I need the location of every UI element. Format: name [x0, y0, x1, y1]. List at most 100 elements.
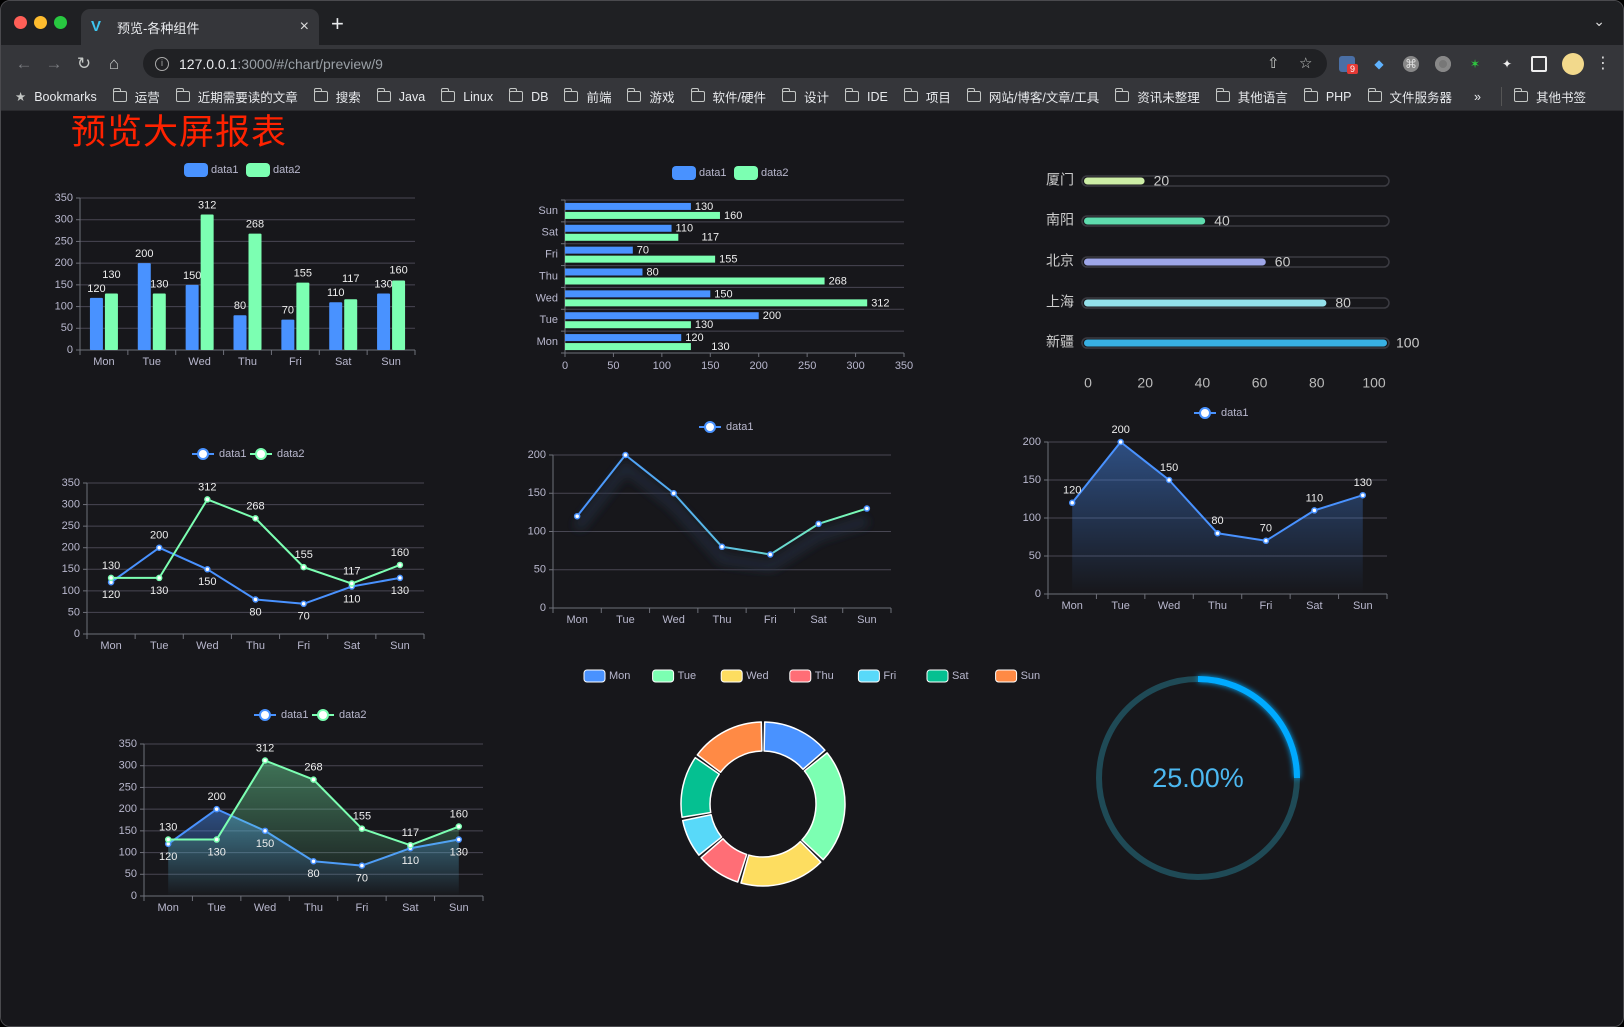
star-extension-icon[interactable]: ✶: [1469, 57, 1481, 71]
address-bar[interactable]: i 127.0.0.1:3000/#/chart/preview/9 ⇧ ☆: [143, 49, 1327, 78]
point-data2-Thu[interactable]: [252, 515, 259, 522]
bookmark-folder[interactable]: IDE: [845, 87, 888, 106]
point-data1-Sun[interactable]: [863, 505, 871, 512]
bar-data1-Sat[interactable]: [329, 302, 343, 350]
command-extension-icon[interactable]: ⌘: [1403, 56, 1419, 72]
legend-item-Sat[interactable]: Sat: [926, 669, 969, 683]
bar-data1-Wed[interactable]: [185, 284, 199, 350]
maximize-window-button[interactable]: [54, 16, 67, 29]
bar-data2-Wed[interactable]: [565, 299, 868, 307]
donut-slice-Tue[interactable]: [801, 752, 846, 861]
bookmark-folder[interactable]: 网站/博客/文章/工具: [966, 87, 1099, 106]
point-data1-Tue[interactable]: [213, 805, 220, 813]
legend-item-data2[interactable]: data2: [312, 709, 367, 721]
legend-item-Thu[interactable]: Thu: [789, 669, 834, 683]
avatar[interactable]: [1562, 53, 1584, 75]
point-data2-Tue[interactable]: [155, 574, 163, 582]
bar-data1-Mon[interactable]: [565, 334, 682, 342]
bar-data2-Fri[interactable]: [296, 282, 310, 350]
forward-icon[interactable]: →: [45, 54, 63, 73]
point-data1-Fri[interactable]: [1262, 537, 1270, 545]
legend-item-data1[interactable]: data1: [672, 166, 727, 180]
point-data2-Sat[interactable]: [348, 580, 356, 587]
bar-data1-Thu[interactable]: [565, 268, 643, 276]
point-data1-Sun[interactable]: [1359, 491, 1367, 499]
legend-item-Fri[interactable]: Fri: [857, 669, 896, 683]
point-data2-Thu[interactable]: [310, 776, 317, 783]
point-data1-Sun[interactable]: [396, 574, 404, 582]
point-data1-Thu[interactable]: [310, 858, 317, 865]
point-data1-Wed[interactable]: [670, 490, 677, 497]
bar-data1-Fri[interactable]: [565, 246, 633, 254]
legend-item-Wed[interactable]: Wed: [720, 669, 769, 683]
point-data1-Wed[interactable]: [1165, 476, 1173, 484]
bar-data2-Sat[interactable]: [344, 299, 358, 350]
bar-data2-Thu[interactable]: [248, 233, 262, 350]
tab-search-chevron-icon[interactable]: ⌄: [1593, 13, 1605, 29]
point-data1-Fri[interactable]: [358, 862, 366, 869]
legend-item-Tue[interactable]: Tue: [652, 669, 697, 683]
legend-item-data1[interactable]: data1: [254, 709, 309, 721]
bar-data2-Wed[interactable]: [200, 214, 214, 350]
point-data2-Fri[interactable]: [300, 563, 307, 571]
bar-data2-Sat[interactable]: [565, 233, 679, 241]
close-window-button[interactable]: [14, 16, 27, 29]
site-info-icon[interactable]: i: [155, 56, 169, 71]
point-data1-Tue[interactable]: [1117, 438, 1124, 446]
share-icon[interactable]: ⇧: [1267, 55, 1280, 72]
legend-item-data1[interactable]: data1: [192, 448, 247, 460]
bar-data1-Tue[interactable]: [137, 263, 151, 350]
bookmark-folder[interactable]: 搜索: [313, 87, 361, 106]
bookmark-star-icon[interactable]: ☆: [1299, 55, 1313, 72]
bar-data1-Thu[interactable]: [233, 315, 247, 350]
bar-data2-Mon[interactable]: [104, 293, 118, 350]
menu-kebab-icon[interactable]: ⋮: [1595, 55, 1611, 72]
progress-bar-南阳[interactable]: [1084, 217, 1206, 225]
bar-data1-Wed[interactable]: [565, 290, 711, 298]
donut-slice-Fri[interactable]: [681, 813, 723, 856]
bar-data2-Sun[interactable]: [565, 211, 720, 219]
point-data1-Sat[interactable]: [1311, 507, 1318, 514]
point-data1-Fri[interactable]: [767, 551, 774, 558]
bookmark-folder[interactable]: 软件/硬件: [690, 87, 766, 106]
other-bookmarks[interactable]: 其他书签: [1500, 87, 1586, 106]
point-data2-Sat[interactable]: [407, 841, 414, 849]
bar-data1-Sat[interactable]: [565, 224, 672, 232]
bar-data2-Tue[interactable]: [565, 321, 691, 329]
side-panel-icon[interactable]: [1531, 56, 1547, 72]
minimize-window-button[interactable]: [34, 16, 47, 29]
bookmark-folder[interactable]: Linux: [441, 87, 493, 106]
progress-bar-上海[interactable]: [1084, 299, 1327, 307]
bookmark-folder[interactable]: 其他语言: [1215, 87, 1288, 106]
bookmark-folder[interactable]: 游戏: [627, 87, 675, 106]
back-icon[interactable]: ←: [15, 54, 33, 73]
puzzle-icon[interactable]: ✦: [1501, 57, 1513, 71]
point-data2-Wed[interactable]: [204, 496, 211, 503]
point-data1-Tue[interactable]: [622, 451, 629, 459]
bookmark-folder[interactable]: 资讯未整理: [1115, 87, 1200, 106]
bar-data2-Mon[interactable]: [565, 343, 691, 351]
point-data2-Sun[interactable]: [455, 823, 463, 830]
point-data1-Mon[interactable]: [1068, 499, 1076, 507]
point-data2-Sun[interactable]: [396, 561, 404, 569]
point-data2-Mon[interactable]: [164, 836, 172, 843]
legend-item-data1[interactable]: data1: [184, 163, 239, 177]
bookmark-folder[interactable]: 项目: [903, 87, 951, 106]
bar-data1-Tue[interactable]: [565, 312, 759, 320]
reload-icon[interactable]: ↻: [76, 54, 92, 73]
new-tab-button[interactable]: +: [331, 11, 344, 36]
donut-slice-Thu[interactable]: [700, 837, 748, 883]
bookmark-folder[interactable]: PHP: [1303, 87, 1352, 106]
home-icon[interactable]: ⌂: [108, 54, 120, 73]
point-data1-Wed[interactable]: [261, 827, 269, 835]
bar-data1-Sun[interactable]: [565, 202, 691, 210]
legend-item-data2[interactable]: data2: [250, 448, 305, 460]
bar-data2-Tue[interactable]: [152, 293, 166, 350]
circle-extension-icon[interactable]: [1435, 56, 1451, 72]
bar-data2-Fri[interactable]: [565, 255, 716, 263]
bookmark-folder[interactable]: 文件服务器: [1367, 87, 1452, 106]
progress-bar-北京[interactable]: [1084, 258, 1266, 266]
progress-bar-厦门[interactable]: [1084, 177, 1145, 185]
legend-item-data1[interactable]: data1: [1194, 407, 1249, 419]
point-data2-Mon[interactable]: [107, 574, 115, 582]
